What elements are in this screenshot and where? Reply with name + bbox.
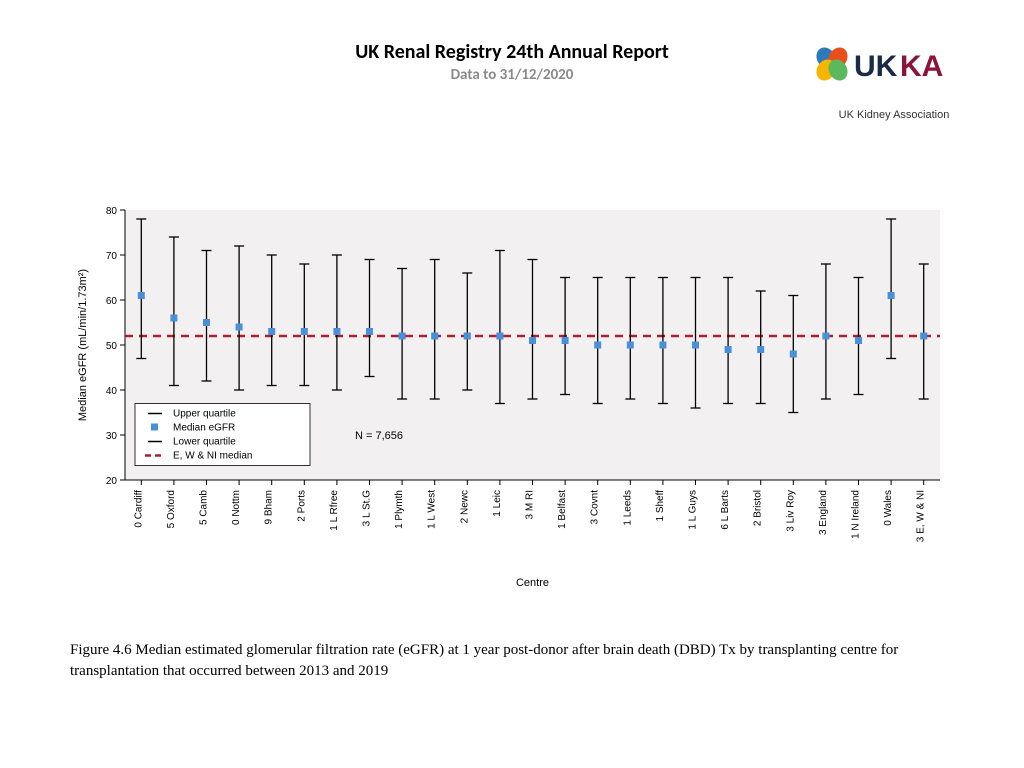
svg-text:50: 50 <box>106 341 118 352</box>
svg-text:2 Bristol: 2 Bristol <box>753 490 764 526</box>
svg-text:6 L Barts: 6 L Barts <box>720 490 731 530</box>
svg-text:3 L St.G: 3 L St.G <box>362 490 373 527</box>
svg-text:Median eGFR: Median eGFR <box>173 423 235 434</box>
svg-text:3 E, W & NI: 3 E, W & NI <box>916 490 927 542</box>
svg-text:Median eGFR (mL/min/1.73m²): Median eGFR (mL/min/1.73m²) <box>77 269 89 421</box>
svg-text:20: 20 <box>106 476 118 487</box>
svg-text:UK: UK <box>854 50 898 83</box>
svg-text:1 Belfast: 1 Belfast <box>557 490 568 529</box>
svg-text:0 Cardiff: 0 Cardiff <box>133 490 144 528</box>
svg-text:2 Newc: 2 Newc <box>459 490 470 523</box>
svg-text:2 Ports: 2 Ports <box>296 490 307 522</box>
ukka-logo: UK KA UK Kidney Association <box>814 42 974 121</box>
svg-text:KA: KA <box>900 50 943 83</box>
svg-text:1 Leic: 1 Leic <box>492 490 503 517</box>
chart-svg: 20 30 40 50 60 70 80 0 Cardiff 5 Oxford 5 Camb 0 N… <box>70 200 950 590</box>
svg-text:Lower quartile: Lower quartile <box>173 437 236 448</box>
svg-text:80: 80 <box>106 206 118 217</box>
logo-tagline: UK Kidney Association <box>814 109 974 121</box>
svg-text:1 Sheff: 1 Sheff <box>655 490 666 522</box>
svg-text:Centre: Centre <box>516 577 549 589</box>
svg-text:Upper quartile: Upper quartile <box>173 409 236 420</box>
figure-caption: Figure 4.6 Median estimated glomerular f… <box>70 640 964 682</box>
svg-text:3 M RI: 3 M RI <box>525 490 536 519</box>
svg-text:9 Bham: 9 Bham <box>264 490 275 524</box>
svg-text:3 England: 3 England <box>818 490 829 535</box>
svg-text:N = 7,656: N = 7,656 <box>355 430 403 442</box>
svg-text:40: 40 <box>106 386 118 397</box>
svg-text:1 L Guys: 1 L Guys <box>688 490 699 530</box>
svg-text:1 Plymth: 1 Plymth <box>394 490 405 529</box>
ukka-logo-svg: UK KA <box>814 42 974 102</box>
svg-text:60: 60 <box>106 296 118 307</box>
svg-text:5 Oxford: 5 Oxford <box>166 490 177 528</box>
svg-text:30: 30 <box>106 431 118 442</box>
svg-text:0 Nottm: 0 Nottm <box>231 490 242 525</box>
egfr-chart: 20 30 40 50 60 70 80 0 Cardiff 5 Oxford 5 Camb 0 N… <box>70 200 950 530</box>
svg-text:3 Liv Roy: 3 Liv Roy <box>785 490 796 532</box>
svg-text:1 L Rfree: 1 L Rfree <box>329 490 340 531</box>
svg-text:70: 70 <box>106 251 118 262</box>
svg-text:3 Covnt: 3 Covnt <box>590 490 601 525</box>
svg-text:0 Wales: 0 Wales <box>883 490 894 526</box>
svg-text:1 L West: 1 L West <box>427 490 438 529</box>
svg-text:1 N Ireland: 1 N Ireland <box>851 490 862 539</box>
svg-text:5 Camb: 5 Camb <box>199 490 210 525</box>
svg-text:E, W & NI median: E, W & NI median <box>173 451 252 462</box>
svg-text:1 Leeds: 1 Leeds <box>622 490 633 526</box>
